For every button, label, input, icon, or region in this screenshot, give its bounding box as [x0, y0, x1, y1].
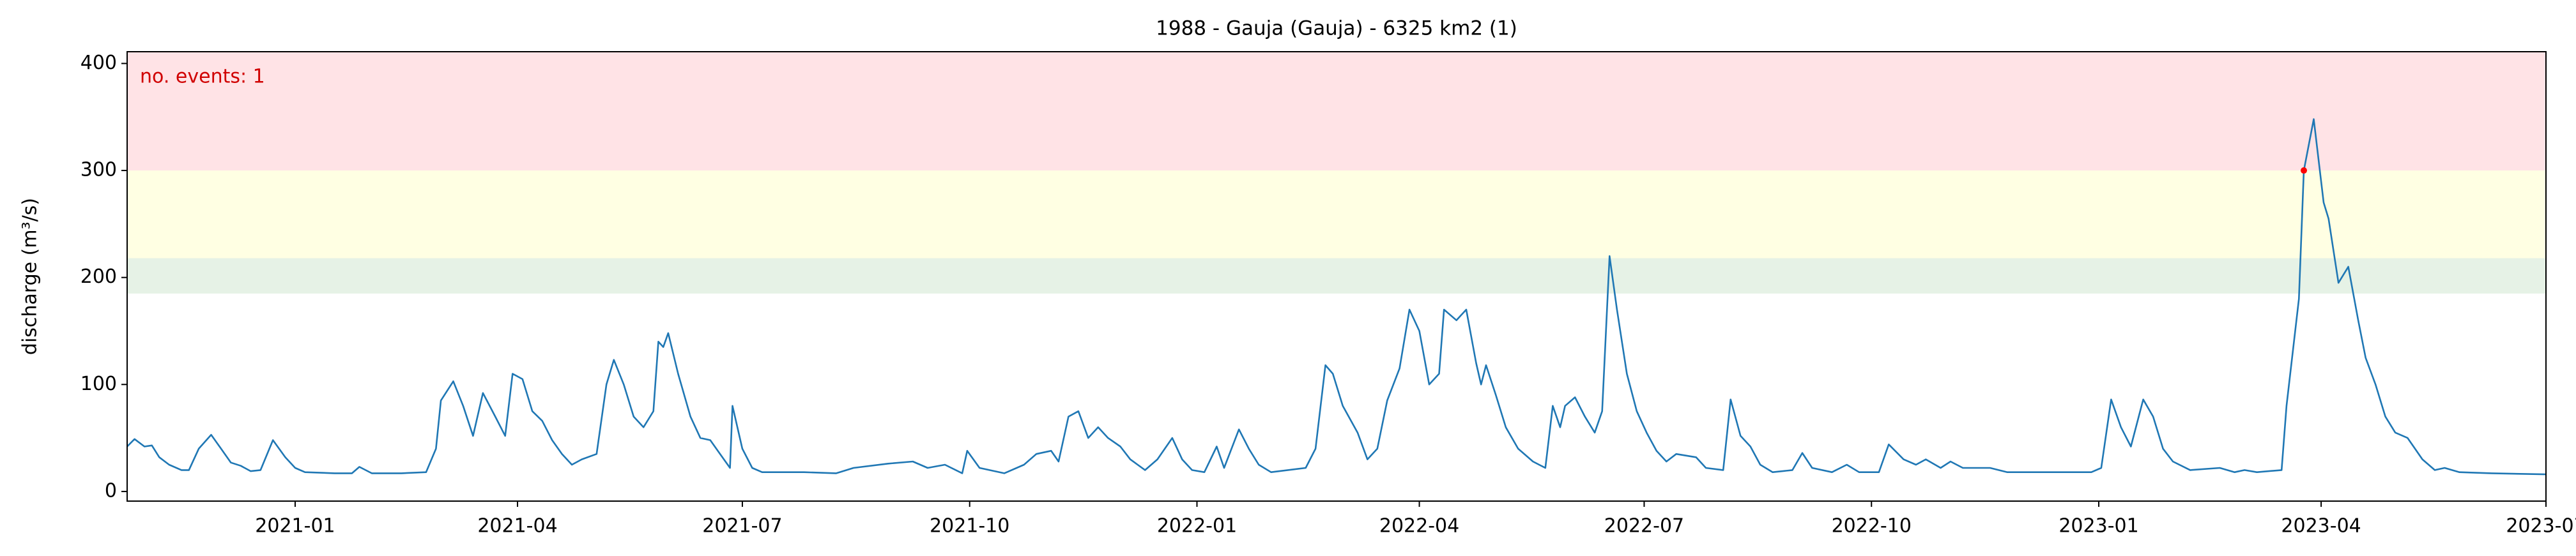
- x-tick-label: 2021-10: [930, 515, 1009, 537]
- y-tick-label: 0: [105, 479, 117, 502]
- y-tick-label: 300: [80, 159, 117, 181]
- x-tick-label: 2021-04: [477, 515, 557, 537]
- chart-title: 1988 - Gauja (Gauja) - 6325 km2 (1): [1156, 17, 1517, 40]
- threshold-band: [127, 52, 2546, 171]
- event-marker: [2301, 167, 2308, 174]
- plot-frame: [126, 51, 2547, 502]
- annotation: no. events: 1: [140, 66, 265, 88]
- x-tick-label: 2022-07: [1604, 515, 1684, 537]
- x-tick-label: 2021-01: [255, 515, 335, 537]
- threshold-band: [127, 170, 2546, 259]
- x-tick-label: 2022-10: [1832, 515, 1912, 537]
- y-tick-label: 200: [80, 266, 117, 288]
- x-tick-label: 2023-01: [2058, 515, 2138, 537]
- x-tick-label: 2022-01: [1157, 515, 1237, 537]
- x-tick-label: 2022-04: [1379, 515, 1459, 537]
- x-tick-label: 2021-07: [702, 515, 782, 537]
- x-tick-label: 2023-07: [2506, 515, 2576, 537]
- x-tick-label: 2023-04: [2281, 515, 2361, 537]
- y-tick-label: 400: [80, 52, 117, 74]
- threshold-band: [127, 258, 2546, 294]
- y-axis-label: discharge (m³/s): [19, 198, 42, 355]
- line-series: [126, 118, 2547, 476]
- y-tick-label: 100: [80, 373, 117, 395]
